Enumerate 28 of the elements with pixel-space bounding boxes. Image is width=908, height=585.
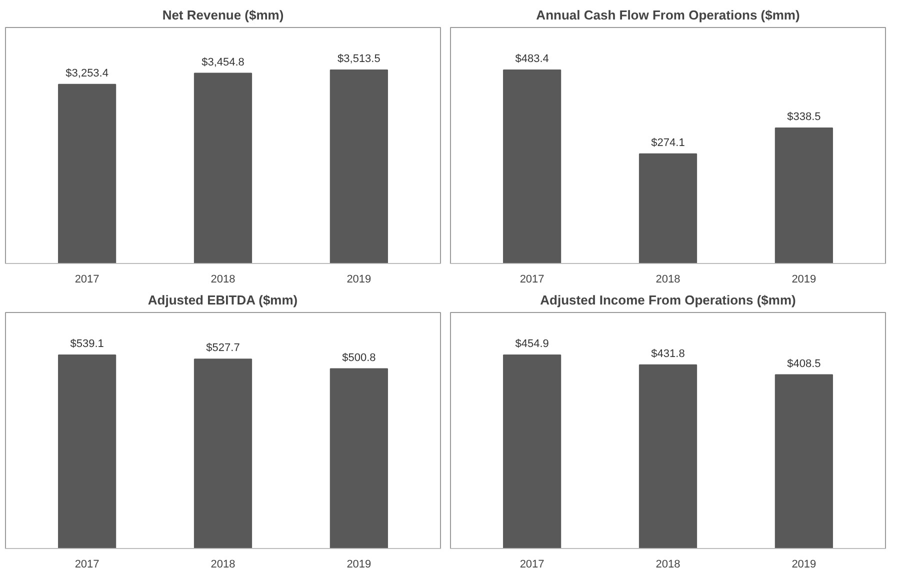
- data-label: $431.8: [651, 348, 685, 360]
- chart-title: Annual Cash Flow From Operations ($mm): [536, 8, 800, 22]
- x-tick-label: 2018: [210, 274, 236, 286]
- data-label: $483.4: [515, 53, 549, 66]
- data-label: $338.5: [787, 111, 821, 124]
- x-tick-label: 2019: [792, 274, 816, 286]
- x-tick-label: 2018: [656, 274, 680, 286]
- x-tick-label: 2018: [656, 558, 680, 570]
- data-label: $274.1: [651, 136, 685, 149]
- data-label: $3,513.5: [338, 53, 380, 66]
- chart-title: Adjusted EBITDA ($mm): [148, 292, 298, 308]
- data-label: $454.9: [515, 338, 549, 350]
- x-tick-label: 2017: [74, 558, 100, 570]
- chart-title: Adjusted Income From Operations ($mm): [540, 292, 796, 308]
- data-label: $500.8: [342, 352, 376, 364]
- data-label: $539.1: [70, 338, 104, 350]
- x-tick-label: 2019: [792, 558, 816, 570]
- chart-title: Net Revenue ($mm): [162, 8, 284, 22]
- x-tick-label: 2019: [346, 558, 372, 570]
- data-label: $408.5: [787, 358, 821, 370]
- x-tick-label: 2019: [346, 274, 372, 286]
- x-tick-label: 2017: [520, 274, 544, 286]
- x-tick-label: 2017: [74, 274, 100, 286]
- data-label: $3,253.4: [66, 67, 108, 80]
- data-label: $527.7: [206, 342, 240, 354]
- data-label: $3,454.8: [202, 56, 244, 68]
- x-tick-label: 2017: [520, 558, 544, 570]
- x-tick-label: 2018: [210, 558, 236, 570]
